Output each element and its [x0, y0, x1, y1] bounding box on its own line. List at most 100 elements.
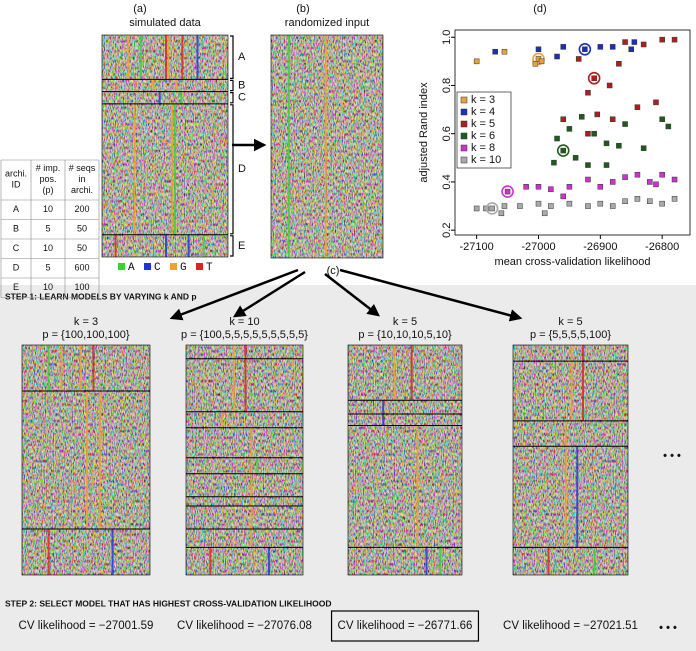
x-tick-label: -27100 — [460, 241, 494, 253]
point — [473, 205, 480, 212]
legend-label: k = 4 — [471, 106, 495, 118]
heatmap-stripe — [576, 446, 579, 548]
point — [659, 171, 665, 178]
panel-label: (d) — [533, 3, 546, 15]
point — [548, 203, 554, 209]
table-header: archi. ID — [5, 169, 27, 190]
point — [653, 99, 659, 106]
point — [591, 75, 597, 81]
point — [473, 58, 480, 65]
bracket — [230, 235, 234, 257]
model-k: k = 5 — [393, 316, 417, 328]
point — [501, 203, 508, 209]
table-cell: 10 — [43, 243, 53, 253]
point — [653, 181, 659, 188]
legend-swatch — [460, 96, 468, 104]
heatmap-stripe — [593, 547, 596, 575]
heatmap-frame — [347, 344, 463, 576]
point — [579, 114, 585, 120]
table-cell: B — [13, 224, 19, 234]
heatmap-stripe — [287, 35, 290, 258]
heatmap-stripe — [114, 234, 117, 257]
heatmap-stripe — [196, 35, 199, 80]
heatmap-frame — [21, 344, 151, 576]
bracket-label: D — [238, 163, 246, 175]
step-title: STEP 1: LEARN MODELS BY VARYING k AND p — [5, 291, 197, 301]
point — [532, 61, 539, 67]
heatmap-stripe — [416, 425, 419, 548]
point — [634, 171, 641, 178]
point — [671, 36, 678, 43]
heatmap-tint — [348, 345, 462, 575]
point — [560, 44, 566, 50]
heatmap-stripe — [133, 103, 136, 235]
model-p: p = {100,5,5,5,5,5,5,5,5,5} — [181, 329, 308, 341]
point — [671, 176, 678, 183]
point — [603, 162, 610, 168]
point — [566, 184, 573, 190]
point — [597, 184, 604, 190]
point — [640, 145, 647, 151]
table-cell: A — [13, 204, 19, 214]
point — [566, 126, 573, 132]
point — [535, 46, 542, 53]
heatmap-stripe — [250, 427, 253, 548]
legend-swatch — [170, 263, 177, 270]
bracket — [230, 79, 234, 92]
legend-label: k = 10 — [471, 154, 501, 166]
heatmap-stripe — [47, 345, 50, 391]
selected-box — [330, 610, 480, 642]
point — [501, 48, 508, 55]
point — [647, 179, 653, 185]
model-p: p = {5,5,5,5,100} — [530, 329, 611, 341]
heatmap-stripe — [564, 420, 567, 548]
legend-label: k = 8 — [471, 142, 495, 154]
table-cell: 10 — [43, 282, 53, 292]
heatmap-stripe — [111, 529, 114, 575]
heatmap-stripe — [86, 391, 88, 529]
point — [504, 188, 511, 195]
legend-label: k = 3 — [471, 94, 495, 106]
point — [647, 198, 653, 204]
legend-swatch — [118, 263, 125, 270]
bracket-label: A — [238, 51, 246, 63]
heatmap-stripe — [410, 345, 413, 401]
point — [585, 176, 591, 183]
point — [628, 46, 634, 53]
point — [640, 41, 647, 48]
point — [551, 159, 557, 166]
heatmap-stripe — [256, 457, 259, 474]
point — [609, 44, 616, 50]
point — [591, 130, 597, 137]
heatmap-stripe — [180, 91, 183, 104]
ellipsis: • • • — [659, 622, 677, 634]
heatmap-stripe — [244, 345, 247, 412]
model-k: k = 3 — [74, 316, 98, 328]
point — [665, 123, 672, 130]
heatmap-stripe — [209, 547, 212, 575]
point — [597, 200, 604, 207]
legend-swatch — [144, 263, 151, 270]
heatmap-stripe — [165, 234, 167, 257]
y-axis-label: adjusted Rand index — [418, 82, 430, 183]
model-p: p = {100,100,100} — [42, 329, 129, 341]
heatmap-stripe — [324, 35, 327, 258]
bracket-label: E — [238, 240, 245, 252]
heatmap-stripe — [152, 79, 155, 92]
heatmap-stripe — [127, 35, 130, 80]
point — [560, 116, 566, 122]
point — [659, 116, 665, 122]
heatmap-stripe — [547, 547, 550, 575]
point — [634, 104, 641, 110]
x-tick-label: -27000 — [521, 241, 555, 253]
point — [566, 200, 573, 207]
point — [622, 121, 628, 127]
legend-swatch — [196, 263, 203, 270]
heatmap-stripe — [382, 400, 385, 426]
heatmap-stripe — [181, 35, 184, 80]
heatmap-stripe — [79, 345, 82, 391]
heatmap-frame — [512, 344, 629, 576]
table-cell: 600 — [74, 263, 89, 273]
y-tick-label: 0.2 — [441, 223, 453, 238]
heatmap-stripe — [221, 411, 224, 428]
